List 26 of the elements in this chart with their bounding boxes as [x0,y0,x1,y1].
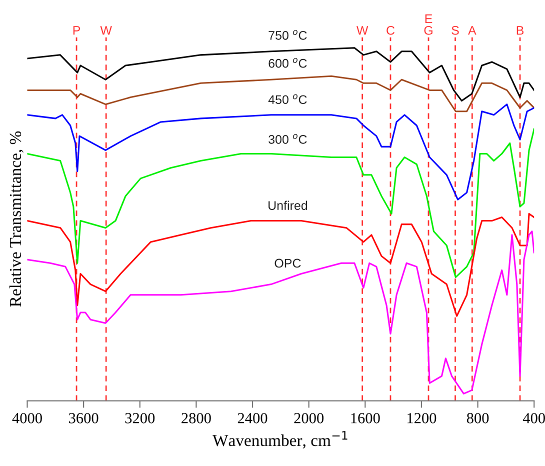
x-tick-label: 1600 [351,413,380,424]
ref-line-label: S [452,26,459,35]
series-label: Unfired [268,200,308,210]
series-label: 300 $^{o}$C [268,134,307,144]
ref-line-label: A [468,26,476,35]
x-tick-label: 4000 [12,413,42,424]
ref-line-label: C [386,26,395,35]
x-tick-label: 3200 [125,413,155,424]
series-label: 600 $^{o}$C [268,58,307,68]
ref-line-label: E G [424,14,432,35]
x-tick-label: 2000 [294,413,324,424]
ref-line-label: P [73,26,80,35]
series-label: 750 $^{o}$C [268,30,307,40]
x-axis-title: Wavenumber, cm$^{−1}$ [212,431,348,449]
x-tick-label: 400 [522,413,545,424]
x-tick-label: 2400 [238,413,268,424]
ref-line-label: W [356,26,368,35]
ref-line-label: B [516,26,524,35]
x-tick-label: 3600 [69,413,98,424]
series-label: 450 $^{o}$C [268,94,307,104]
x-tick-label: 1200 [408,413,436,424]
ref-line-label: W [100,26,112,35]
y-axis-title: Relative Transmittance, % [9,131,24,307]
x-tick-label: 2800 [182,413,211,424]
series-label: OPC [274,258,301,268]
x-tick-label: 800 [466,413,489,424]
